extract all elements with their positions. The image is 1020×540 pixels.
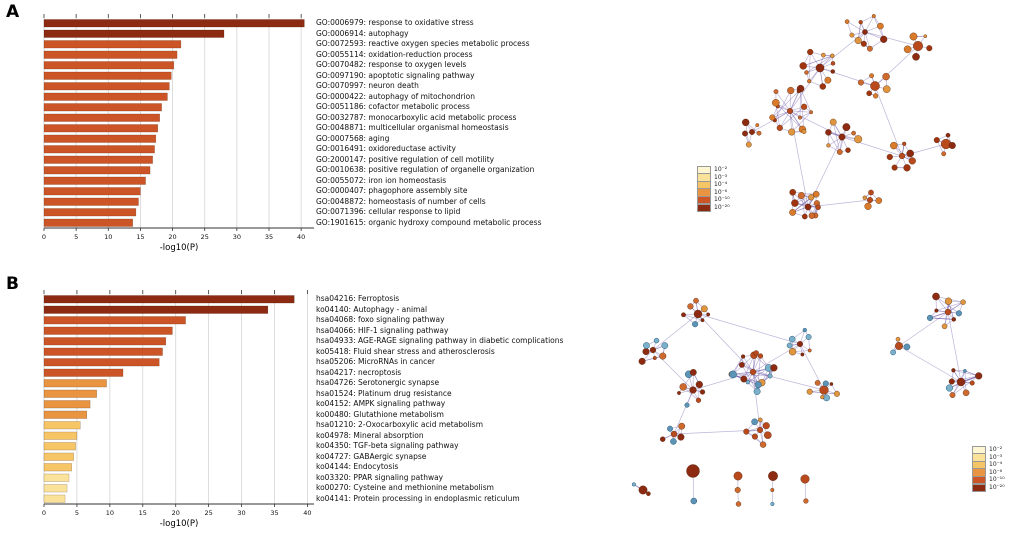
term-label: ko04350: TGF-beta signaling pathway — [316, 441, 459, 450]
pathway-term-labels: hsa04216: Ferroptosis ko04140: Autophagy … — [316, 294, 696, 504]
panel-a-letter: A — [6, 2, 20, 22]
legend-swatch — [972, 483, 986, 492]
term-label: hsa04217: necroptosis — [316, 367, 402, 377]
legend-label: 10⁻² — [714, 166, 728, 173]
term-label: GO:0006914: autophagy — [316, 28, 409, 38]
term-label: GO:0055114: oxidation-reduction process — [316, 49, 473, 59]
svg-text:5: 5 — [74, 233, 78, 241]
term-label: GO:0070997: neuron death — [316, 81, 419, 90]
term-label: ko04978: Mineral absorption — [316, 430, 424, 440]
legend-label: 10⁻¹⁰ — [714, 196, 730, 204]
legend-swatch — [697, 203, 711, 212]
term-label: ko05418: Fluid shear stress and atherosc… — [316, 346, 495, 356]
svg-text:15: 15 — [139, 509, 147, 517]
term-label: GO:0000407: phagophore assembly site — [316, 186, 468, 195]
svg-text:0: 0 — [42, 509, 46, 517]
svg-text:40: 40 — [297, 233, 305, 241]
term-label: ko04140: Autophagy - animal — [316, 304, 428, 314]
legend-label: 10⁻⁴ — [714, 181, 728, 189]
legend-label: 10⁻⁶ — [714, 188, 728, 196]
svg-text:-log10(P): -log10(P) — [160, 519, 199, 529]
term-label: GO:0072593: reactive oxygen species meta… — [316, 39, 530, 48]
legend-entry: 10⁻²⁰ — [697, 203, 730, 212]
term-label: hsa04933: AGE-RAGE signaling pathway in … — [316, 336, 564, 345]
term-label: hsa04068: foxo signaling pathway — [316, 315, 445, 324]
legend-entry: 10⁻²⁰ — [972, 483, 1005, 492]
pvalue-legend-a: 10⁻² 10⁻³ 10⁻⁴ 10⁻⁶ 10⁻¹⁰ 10⁻²⁰ — [697, 165, 730, 212]
term-label: hsa01210: 2-Oxocarboxylic acid metabolis… — [316, 420, 484, 429]
term-label: hsa01524: Platinum drug resistance — [316, 388, 452, 398]
term-label: GO:0016491: oxidoreductase activity — [316, 144, 456, 153]
term-label: GO:0048872: homeostasis of number of cel… — [316, 196, 486, 206]
svg-text:15: 15 — [136, 233, 144, 241]
go-enrichment-barchart: 0 5 10 15 20 25 30 35 40 -log10(P) — [42, 14, 314, 253]
svg-text:25: 25 — [204, 509, 212, 517]
svg-text:10: 10 — [104, 233, 112, 241]
term-label: GO:0010638: positive regulation of organ… — [316, 165, 535, 174]
pathway-enrichment-network — [631, 292, 983, 507]
svg-text:0: 0 — [42, 233, 46, 241]
svg-text:30: 30 — [237, 509, 245, 517]
term-label: hsa04066: HIF-1 signaling pathway — [316, 325, 449, 335]
term-label: hsa04216: Ferroptosis — [316, 294, 400, 303]
legend-label: 10⁻²⁰ — [989, 483, 1005, 491]
term-label: ko04152: AMPK signaling pathway — [316, 399, 446, 408]
legend-label: 10⁻⁴ — [989, 461, 1003, 469]
term-label: GO:0071396: cellular response to lipid — [316, 207, 461, 216]
term-label: GO:0051186: cofactor metabolic process — [316, 102, 470, 111]
legend-label: 10⁻¹⁰ — [989, 476, 1005, 484]
term-label: GO:0007568: aging — [316, 133, 390, 143]
term-label: ko04144: Endocytosis — [316, 462, 399, 471]
term-label: GO:0097190: apoptotic signaling pathway — [316, 70, 475, 80]
panel-b-letter: B — [6, 274, 19, 294]
svg-text:40: 40 — [303, 509, 311, 517]
pvalue-legend-b: 10⁻² 10⁻³ 10⁻⁴ 10⁻⁶ 10⁻¹⁰ 10⁻²⁰ — [972, 445, 1005, 492]
svg-text:35: 35 — [270, 509, 278, 517]
term-label: ko04141: Protein processing in endoplasm… — [316, 493, 520, 503]
svg-text:30: 30 — [233, 233, 241, 241]
go-enrichment-network — [741, 14, 956, 220]
term-label: ko03320: PPAR signaling pathway — [316, 472, 444, 482]
svg-text:10: 10 — [106, 509, 114, 517]
term-label: ko00480: Glutathione metabolism — [316, 409, 444, 419]
term-label: ko00270: Cysteine and methionine metabol… — [316, 483, 494, 492]
term-label: GO:0000422: autophagy of mitochondrion — [316, 91, 476, 101]
term-label: GO:0032787: monocarboxylic acid metaboli… — [316, 112, 517, 122]
svg-text:5: 5 — [75, 509, 79, 517]
pathway-enrichment-barchart: 0 5 10 15 20 25 30 35 40 -log10(P) — [42, 290, 314, 529]
term-label: GO:1901615: organic hydroxy compound met… — [316, 217, 542, 227]
svg-text:20: 20 — [172, 509, 180, 517]
term-label: GO:0006979: response to oxidative stress — [316, 18, 474, 27]
term-label: ko04727: GABAergic synapse — [316, 451, 427, 461]
svg-text:20: 20 — [168, 233, 176, 241]
go-term-labels: GO:0006979: response to oxidative stress… — [316, 18, 696, 228]
term-label: GO:2000147: positive regulation of cell … — [316, 154, 495, 164]
term-label: GO:0070482: response to oxygen levels — [316, 60, 467, 69]
term-label: hsa05206: MicroRNAs in cancer — [316, 357, 435, 366]
svg-text:-log10(P): -log10(P) — [160, 243, 199, 253]
term-label: GO:0048871: multicellular organismal hom… — [316, 123, 509, 132]
legend-label: 10⁻³ — [714, 173, 728, 181]
term-label: GO:0055072: iron ion homeostasis — [316, 175, 447, 185]
legend-label: 10⁻²⁰ — [714, 203, 730, 211]
svg-text:25: 25 — [201, 233, 209, 241]
legend-label: 10⁻⁶ — [989, 468, 1003, 476]
term-label: hsa04726: Serotonergic synapse — [316, 378, 440, 387]
svg-text:35: 35 — [265, 233, 273, 241]
legend-label: 10⁻² — [989, 446, 1003, 453]
legend-label: 10⁻³ — [989, 453, 1003, 461]
